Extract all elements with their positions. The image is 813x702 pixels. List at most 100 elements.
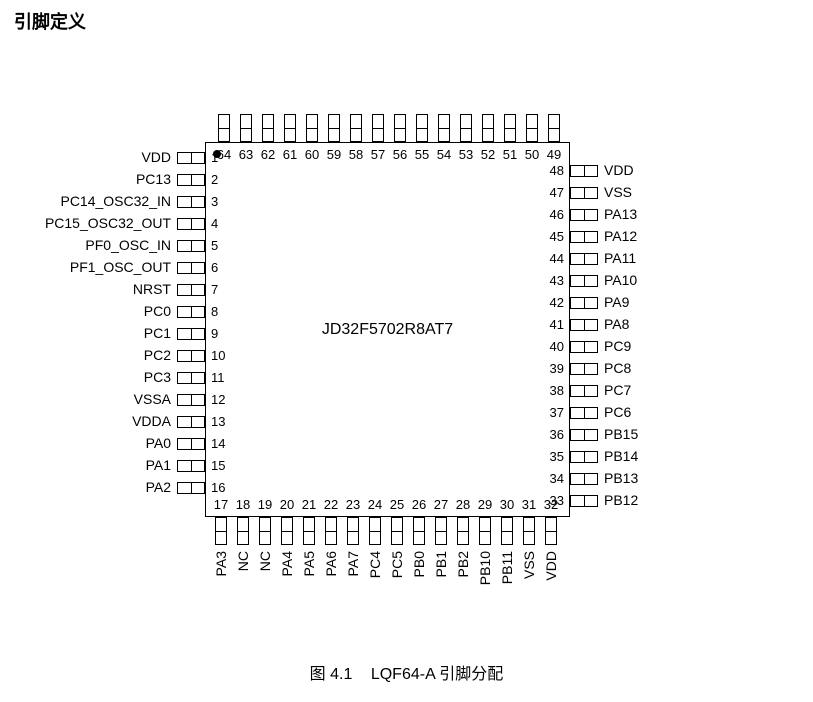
pin-number: 25 [387, 498, 407, 511]
pin-number: 30 [497, 498, 517, 511]
pin-pad [177, 152, 205, 164]
pin-number: 5 [211, 239, 218, 252]
pin-pad [177, 240, 205, 252]
pin-pad [177, 482, 205, 494]
pin-label: PA7 [346, 551, 360, 576]
pin-label: PB14 [604, 449, 638, 463]
pad-divider [191, 175, 192, 185]
pad-divider [191, 307, 192, 317]
pin-number: 38 [540, 384, 564, 397]
pin-number: 42 [540, 296, 564, 309]
pin-label: PC6 [604, 405, 631, 419]
pin-number: 36 [540, 428, 564, 441]
pin-pad [372, 114, 384, 142]
pad-divider [584, 232, 585, 242]
pin-label: PA13 [604, 207, 637, 221]
pin-pad [177, 394, 205, 406]
pin-label: PA0 [21, 436, 171, 450]
pin-pad [570, 385, 598, 397]
pin-label: PC4 [368, 551, 382, 578]
pad-divider [584, 210, 585, 220]
pin-label: PB0 [412, 551, 426, 577]
pin-number: 23 [343, 498, 363, 511]
pad-divider [584, 342, 585, 352]
figure-number: 图 4.1 [310, 666, 353, 683]
pin-number: 60 [302, 148, 322, 161]
pin-number: 19 [255, 498, 275, 511]
pin-number: 10 [211, 349, 225, 362]
pin-number: 39 [540, 362, 564, 375]
pad-divider [584, 496, 585, 506]
pin-pad [350, 114, 362, 142]
pad-divider [584, 320, 585, 330]
figure-caption: 图 4.1 LQF64-A 引脚分配 [0, 660, 813, 684]
pin-pad [413, 517, 425, 545]
pin-number: 16 [211, 481, 225, 494]
pin-pad [570, 407, 598, 419]
pad-divider [241, 128, 251, 129]
pin-pad [570, 341, 598, 353]
pin-label: NC [258, 551, 272, 571]
pin-pad [504, 114, 516, 142]
pin-label: PC5 [390, 551, 404, 578]
pad-divider [584, 408, 585, 418]
pin-label: PC13 [21, 172, 171, 186]
pin-label: PA2 [21, 480, 171, 494]
pin-number: 40 [540, 340, 564, 353]
pad-divider [282, 531, 292, 532]
pad-divider [584, 364, 585, 374]
pin-number: 52 [478, 148, 498, 161]
pin-label: PA12 [604, 229, 637, 243]
pin-pad [570, 209, 598, 221]
pin-pad [303, 517, 315, 545]
pin-number: 43 [540, 274, 564, 287]
pin-pad [570, 275, 598, 287]
pin-pad [416, 114, 428, 142]
pin-pad [177, 438, 205, 450]
pad-divider [417, 128, 427, 129]
pad-divider [348, 531, 358, 532]
pad-divider [527, 128, 537, 129]
pin-label: PA1 [21, 458, 171, 472]
pin-label: VDD [544, 551, 558, 581]
pin-number: 3 [211, 195, 218, 208]
pad-divider [584, 474, 585, 484]
pin-label: PC7 [604, 383, 631, 397]
pin-label: VDD [21, 150, 171, 164]
pin-number: 32 [541, 498, 561, 511]
pin-pad [177, 350, 205, 362]
pin-pad [570, 429, 598, 441]
pad-divider [483, 128, 493, 129]
pin-number: 64 [214, 148, 234, 161]
pin-number: 27 [431, 498, 451, 511]
pin-number: 55 [412, 148, 432, 161]
pin-pad [545, 517, 557, 545]
pin-pad [570, 473, 598, 485]
pin-label: PB1 [434, 551, 448, 577]
pin-label: PA9 [604, 295, 629, 309]
pin-label: PB13 [604, 471, 638, 485]
chip-part-number: JD32F5702R8AT7 [322, 321, 453, 339]
pad-divider [584, 386, 585, 396]
pin-label: PA5 [302, 551, 316, 576]
pad-divider [524, 531, 534, 532]
pin-pad [306, 114, 318, 142]
pin-number: 6 [211, 261, 218, 274]
pin-pad [570, 187, 598, 199]
pin-label: PC8 [604, 361, 631, 375]
pin-pad [394, 114, 406, 142]
pad-divider [285, 128, 295, 129]
pin-label: VSSA [21, 392, 171, 406]
pad-divider [370, 531, 380, 532]
pad-divider [191, 219, 192, 229]
pin-label: PA3 [214, 551, 228, 576]
pin-label: PC15_OSC32_OUT [21, 216, 171, 230]
figure-caption-text: LQF64-A 引脚分配 [371, 666, 503, 683]
pin-label: PB12 [604, 493, 638, 507]
pin-label: PA10 [604, 273, 637, 287]
pin-number: 35 [540, 450, 564, 463]
pin-label: PC3 [21, 370, 171, 384]
pad-divider [584, 298, 585, 308]
pin-label: PA6 [324, 551, 338, 576]
pin-pad [479, 517, 491, 545]
